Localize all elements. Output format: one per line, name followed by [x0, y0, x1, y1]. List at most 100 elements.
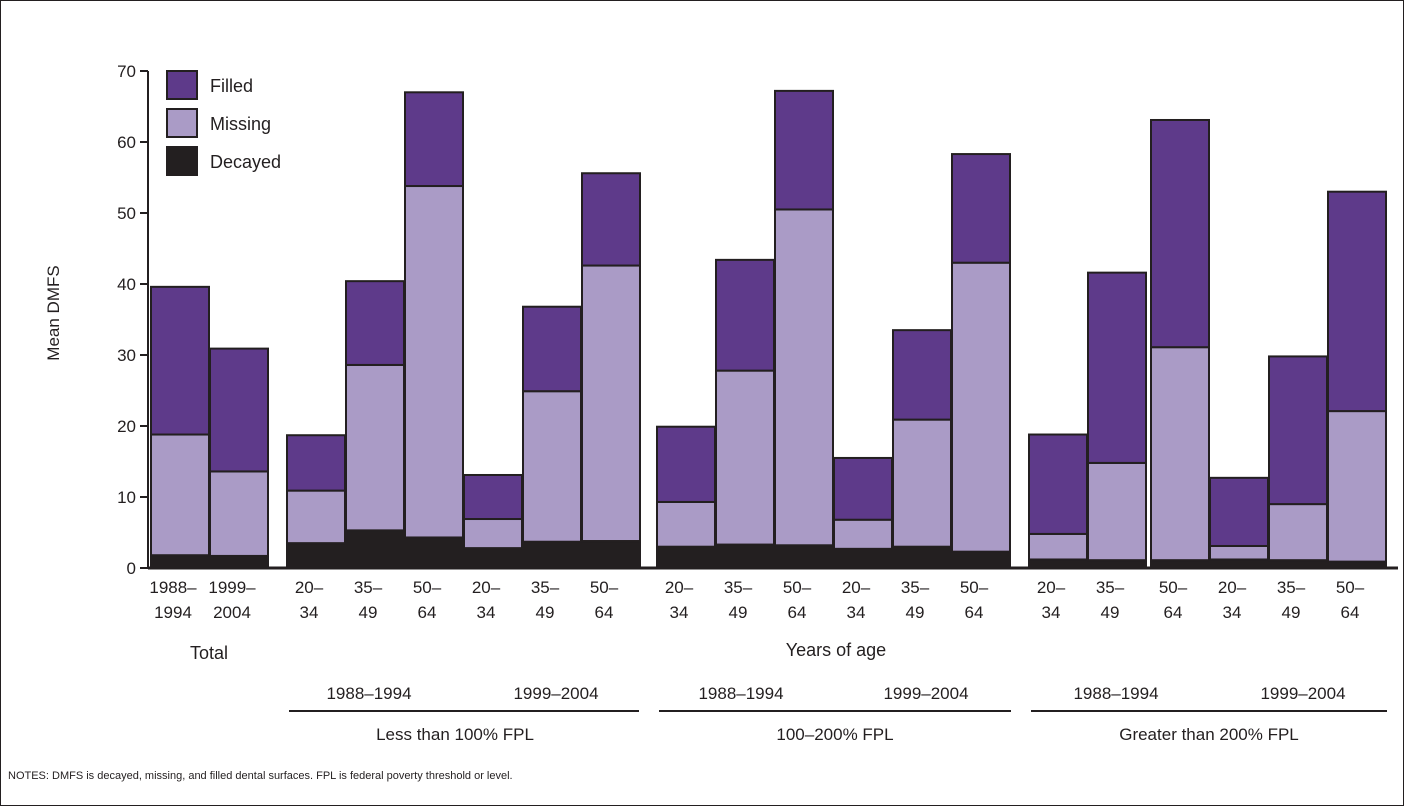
- x-tick-label: 20–: [1037, 578, 1066, 597]
- bar-segment-missing: [404, 185, 464, 539]
- bar-segment-missing: [286, 489, 346, 545]
- x-tick-label: 50–: [413, 578, 442, 597]
- y-axis-label: Mean DMFS: [44, 265, 63, 360]
- bar-segment-decayed: [581, 540, 641, 570]
- bar-segment-decayed: [774, 544, 834, 570]
- x-tick-label: 20–: [1218, 578, 1247, 597]
- notes-text: NOTES: DMFS is decayed, missing, and fil…: [8, 770, 513, 782]
- bar-segment-missing: [345, 363, 405, 532]
- bar-segment-decayed: [209, 554, 269, 569]
- legend-label: Missing: [210, 114, 271, 134]
- bar-segment-filled: [522, 305, 582, 393]
- x-tick-label: 34: [847, 603, 866, 622]
- y-tick-label: 70: [117, 62, 136, 81]
- x-tick-label: 49: [1101, 603, 1120, 622]
- x-tick-label: 20–: [472, 578, 501, 597]
- y-tick-label: 30: [117, 346, 136, 365]
- x-tick-label: 20–: [665, 578, 694, 597]
- x-tick-label: 64: [1341, 603, 1360, 622]
- bar-segment-decayed: [833, 547, 893, 570]
- x-tick-label: 49: [729, 603, 748, 622]
- bar-segment-filled: [463, 473, 523, 521]
- bar-segment-missing: [1087, 461, 1147, 562]
- bar-segment-decayed: [715, 543, 775, 570]
- x-tick-label: 20–: [842, 578, 871, 597]
- x-tick-label: 34: [1223, 603, 1242, 622]
- x-tick-label: 35–: [1096, 578, 1125, 597]
- x-tick-label: 64: [1164, 603, 1183, 622]
- x-tick-label: 34: [1042, 603, 1061, 622]
- x-tick-label: 50–: [783, 578, 812, 597]
- y-tick-label: 0: [127, 559, 136, 578]
- bar-segment-missing: [1028, 532, 1088, 561]
- y-tick-label: 10: [117, 488, 136, 507]
- x-tick-label: 2004: [213, 603, 251, 622]
- period-label: 1988–1994: [698, 684, 783, 703]
- bar-segment-decayed: [286, 542, 346, 570]
- bar-segment-missing: [150, 433, 210, 557]
- bar-segment-filled: [1209, 476, 1269, 547]
- x-tick-label: 50–: [960, 578, 989, 597]
- bar-segment-missing: [1268, 503, 1328, 562]
- bar-segment-missing: [774, 208, 834, 547]
- bar-segment-missing: [892, 418, 952, 548]
- x-tick-label: 34: [670, 603, 689, 622]
- bar-segment-filled: [1150, 118, 1210, 349]
- x-tick-label: 35–: [1277, 578, 1306, 597]
- x-tick-label: 1988–: [149, 578, 197, 597]
- bar-segment-filled: [1327, 190, 1387, 413]
- x-tick-label: 34: [300, 603, 319, 622]
- fpl-group-label: Less than 100% FPL: [376, 725, 534, 744]
- period-label: 1988–1994: [326, 684, 411, 703]
- bar-segment-missing: [209, 470, 269, 557]
- x-tick-label: 50–: [1159, 578, 1188, 597]
- bar-segment-filled: [656, 425, 716, 503]
- bar-segment-missing: [463, 518, 523, 550]
- x-tick-label: 20–: [295, 578, 324, 597]
- y-tick-label: 60: [117, 133, 136, 152]
- x-tick-label: 1994: [154, 603, 192, 622]
- period-label: 1999–2004: [513, 684, 598, 703]
- x-tick-label: 35–: [354, 578, 383, 597]
- x-tick-label: 64: [418, 603, 437, 622]
- bar-segment-filled: [404, 91, 464, 188]
- bar-segment-missing: [833, 518, 893, 550]
- bar-segment-filled: [1268, 355, 1328, 506]
- legend-swatch-decayed: [166, 146, 198, 176]
- bar-segment-missing: [715, 369, 775, 546]
- bar-segment-decayed: [463, 547, 523, 569]
- bar-segment-decayed: [522, 540, 582, 569]
- fpl-group-label: 100–200% FPL: [776, 725, 893, 744]
- bar-segment-filled: [1087, 271, 1147, 464]
- bar-segment-decayed: [892, 545, 952, 570]
- bar-segment-filled: [715, 258, 775, 372]
- y-tick-label: 20: [117, 417, 136, 436]
- x-tick-label: 50–: [590, 578, 619, 597]
- period-label: 1999–2004: [883, 684, 968, 703]
- bar-segment-filled: [951, 153, 1011, 264]
- legend-swatch-filled: [166, 70, 198, 100]
- bar-segment-filled: [286, 434, 346, 492]
- bar-segment-filled: [345, 280, 405, 366]
- bar-segment-filled: [150, 285, 210, 436]
- bar-segment-missing: [951, 261, 1011, 553]
- x-tick-label: 35–: [901, 578, 930, 597]
- x-tick-label: 49: [359, 603, 378, 622]
- x-tick-label: 64: [595, 603, 614, 622]
- y-tick-label: 40: [117, 275, 136, 294]
- bar-segment-missing: [522, 390, 582, 543]
- legend-label: Filled: [210, 76, 253, 96]
- x-tick-label: 50–: [1336, 578, 1365, 597]
- fpl-group-label: Greater than 200% FPL: [1119, 725, 1299, 744]
- x-tick-label: 1999–: [208, 578, 256, 597]
- x-tick-label: 64: [788, 603, 807, 622]
- x-tick-label: 35–: [724, 578, 753, 597]
- bar-segment-missing: [581, 264, 641, 543]
- legend-swatch-missing: [166, 108, 198, 138]
- bar-segment-filled: [892, 329, 952, 421]
- bar-segment-decayed: [345, 529, 405, 569]
- bar-segment-filled: [209, 347, 269, 473]
- x-tick-label: 49: [906, 603, 925, 622]
- bar-segment-decayed: [404, 536, 464, 569]
